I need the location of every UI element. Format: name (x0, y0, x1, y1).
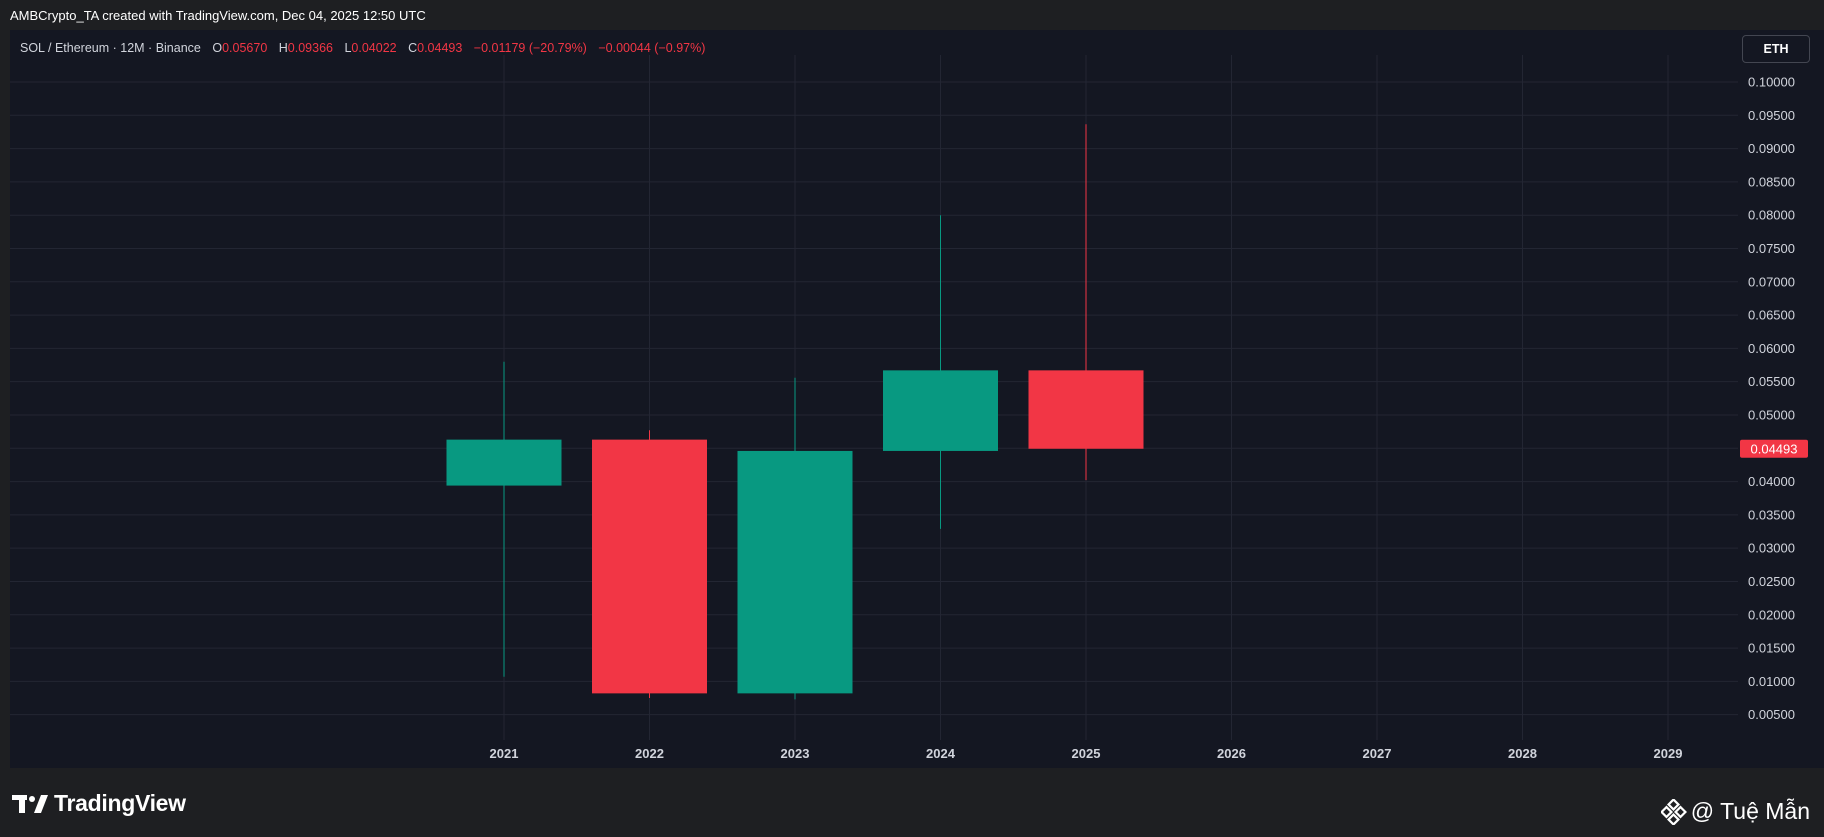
chart-grid (10, 55, 1738, 740)
x-tick-label: 2023 (781, 746, 810, 761)
last-price-tag-bg (1740, 439, 1808, 458)
candle (1028, 124, 1144, 481)
legend-low-value: 0.04022 (351, 41, 397, 55)
x-tick-label: 2027 (1363, 746, 1392, 761)
legend-change-secondary: −0.00044 (−0.97%) (598, 41, 706, 55)
chart-credit: AMBCrypto_TA created with TradingView.co… (10, 8, 426, 23)
candle (592, 430, 707, 699)
y-tick-label: 0.02000 (1748, 607, 1795, 622)
legend-close-value: 0.04493 (417, 41, 463, 55)
y-tick-label: 0.04000 (1748, 474, 1795, 489)
tradingview-logo-icon (12, 794, 48, 813)
time-axis: 2021 2022 2023 2024 2025 2026 2027 2028 2029 (490, 746, 1683, 761)
y-tick-label: 0.05500 (1748, 374, 1795, 389)
candle (737, 377, 853, 700)
header-bar: AMBCrypto_TA created with TradingView.co… (0, 0, 1824, 30)
y-tick-label: 0.05000 (1748, 407, 1795, 422)
legend-change: −0.01179 (−20.79%) (473, 41, 587, 55)
candle (446, 361, 562, 677)
y-tick-label: 0.00500 (1748, 707, 1795, 722)
y-tick-label: 0.03500 (1748, 507, 1795, 522)
legend-high-value: 0.09366 (287, 41, 333, 55)
footer-bar (0, 768, 1824, 837)
x-tick-label: 2022 (635, 746, 664, 761)
y-tick-label: 0.01000 (1748, 674, 1795, 689)
legend-open-value: 0.05670 (222, 41, 268, 55)
y-tick-label: 0.08000 (1748, 208, 1795, 223)
y-tick-label: 0.02500 (1748, 574, 1795, 589)
price-axis: 0.10000 0.09500 0.09000 0.08500 0.08000 0.075… (1748, 74, 1795, 722)
candle-body (1028, 370, 1144, 449)
candle (883, 215, 998, 529)
y-tick-label: 0.07500 (1748, 241, 1795, 256)
candle-body (737, 450, 853, 694)
legend-symbol: SOL / Ethereum · 12M · Binance (20, 41, 201, 55)
candles (446, 124, 1144, 700)
candle-body (883, 370, 998, 451)
x-tick-label: 2024 (926, 746, 956, 761)
tradingview-logo[interactable]: TradingView (12, 790, 186, 817)
y-tick-label: 0.10000 (1748, 74, 1795, 89)
last-price-tag-label: 0.04493 (1751, 441, 1798, 456)
y-tick-label: 0.09500 (1748, 108, 1795, 123)
binance-diamond-icon (1660, 798, 1687, 825)
tradingview-brand: TradingView (54, 790, 186, 816)
y-tick-label: 0.06000 (1748, 341, 1795, 356)
legend-low-label: L (344, 41, 352, 55)
watermark-text: @ Tuệ Mẫn (1690, 798, 1810, 824)
x-tick-label: 2021 (490, 746, 519, 761)
legend-open-label: O (212, 41, 223, 55)
author-watermark: @ Tuệ Mẫn (1660, 798, 1810, 825)
y-tick-label: 0.07000 (1748, 274, 1795, 289)
y-tick-label: 0.01500 (1748, 641, 1795, 656)
x-tick-label: 2029 (1654, 746, 1683, 761)
x-tick-label: 2028 (1508, 746, 1537, 761)
candle-body (446, 439, 562, 486)
last-price-tag: 0.04493 (1740, 439, 1808, 458)
x-tick-label: 2026 (1217, 746, 1246, 761)
x-tick-label: 2025 (1072, 746, 1101, 761)
legend-close-label: C (408, 41, 418, 55)
candle-body (592, 439, 707, 694)
y-tick-label: 0.09000 (1748, 141, 1795, 156)
y-tick-label: 0.08500 (1748, 174, 1795, 189)
chart-legend: SOL / Ethereum · 12M · Binance O0.05670 … (20, 41, 705, 55)
y-tick-label: 0.06500 (1748, 308, 1795, 323)
candlestick-chart[interactable]: 0.10000 0.09500 0.09000 0.08500 0.08000 0.075… (0, 0, 1824, 768)
currency-button[interactable]: ETH (1742, 35, 1810, 63)
legend-high-label: H (278, 41, 288, 55)
y-tick-label: 0.03000 (1748, 541, 1795, 556)
